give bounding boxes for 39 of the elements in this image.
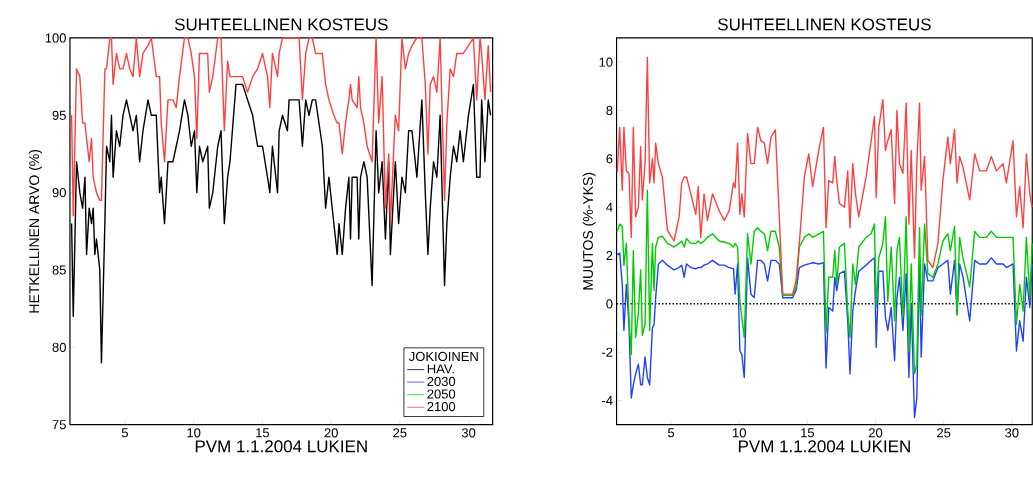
x-tick-label: 25 [393,428,407,438]
legend-title: JOKIOINEN [408,352,478,362]
line-series [616,56,1033,296]
y-axis-title: HETKELLINEN ARVO (%) [28,150,42,313]
y-tick-label: 4 [606,202,613,212]
y-axis-title: MUUTOS (%-YKS) [582,173,596,290]
x-axis-title: PVM 1.1.2004 LUKIEN [738,440,910,453]
x-tick-label: 20 [324,428,338,438]
y-tick-label: 95 [52,110,66,121]
y-tick-label: 100 [45,33,66,43]
x-tick-label: 10 [187,428,201,438]
x-tick-label: 15 [256,428,270,438]
y-tick-label: -2 [602,347,613,357]
y-tick-label: 85 [52,265,66,275]
y-tick-label: 0 [606,299,613,309]
x-tick-label: 30 [461,428,476,438]
legend-label: 2100 [427,402,456,412]
line-series [616,252,1033,419]
y-tick-label: -4 [602,396,613,406]
x-axis-title: PVM 1.1.2004 LUKIEN [195,440,367,453]
legend-label: 2030 [427,377,456,387]
y-tick-label: 6 [606,154,613,164]
legend-label: 2050 [427,389,456,399]
y-tick-label: 90 [52,188,66,198]
x-tick-label: 25 [937,428,951,438]
legend-label: HAV. [427,364,454,374]
x-tick-label: 10 [732,428,746,438]
y-tick-label: 80 [52,342,66,353]
chart-title: SUHTEELLINEN KOSTEUS [174,18,388,31]
x-tick-label: 20 [868,428,883,438]
y-tick-label: 75 [52,420,66,430]
y-tick-label: 10 [599,57,613,67]
x-tick-label: 15 [801,428,815,438]
chart-title: SUHTEELLINEN KOSTEUS [718,18,931,31]
y-tick-label: 8 [606,106,613,116]
x-tick-label: 5 [667,428,675,438]
x-tick-label: 5 [121,428,128,438]
x-tick-label: 30 [1005,428,1019,438]
y-tick-label: 2 [606,251,613,261]
